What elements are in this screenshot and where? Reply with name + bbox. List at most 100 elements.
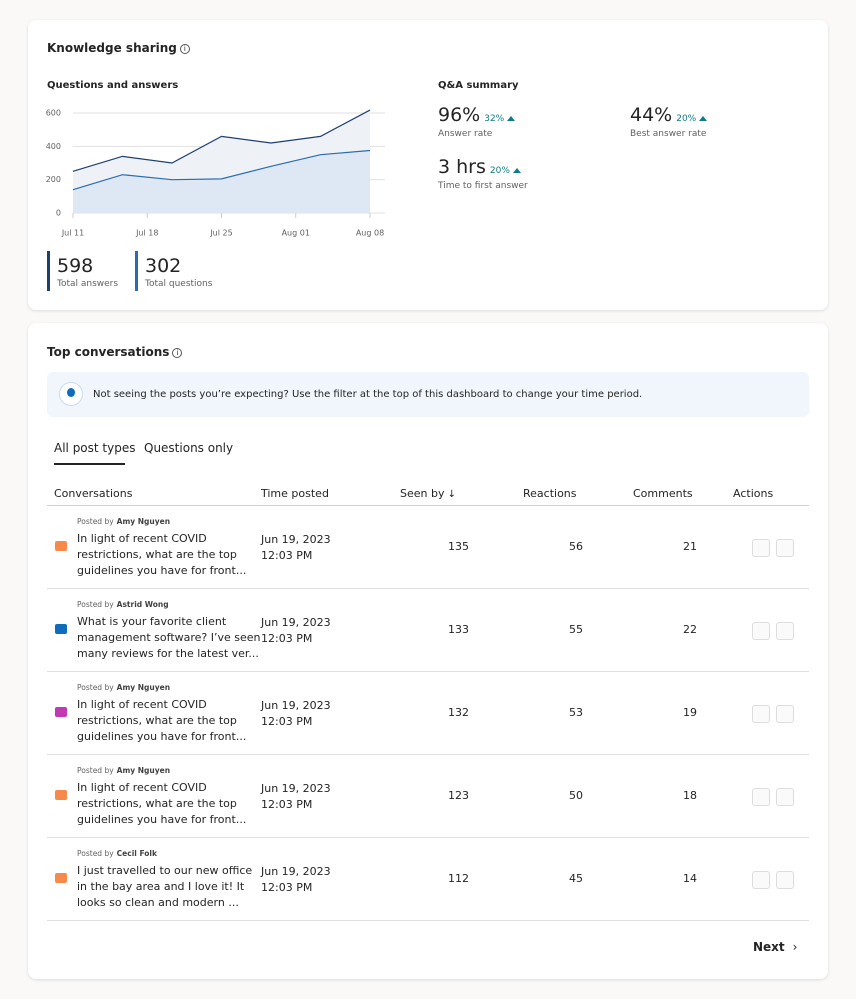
column-header[interactable]: Time posted: [261, 487, 329, 500]
action-button[interactable]: [776, 705, 794, 723]
date: Jun 19, 2023: [261, 699, 331, 712]
posted-by: Posted by Cecil Folk: [77, 849, 157, 858]
author: Amy Nguyen: [116, 766, 171, 775]
comments: 22: [683, 623, 697, 636]
reactions: 45: [569, 872, 583, 885]
action-button[interactable]: [776, 622, 794, 640]
posted-by-label: Posted by: [77, 600, 114, 609]
time: 12:03 PM: [261, 881, 313, 894]
seen: 112: [448, 872, 469, 885]
info-icon[interactable]: i: [179, 44, 190, 54]
post-type-icon: [55, 541, 67, 551]
post-text: restrictions, what are the top: [77, 797, 237, 810]
posted-by-label: Posted by: [77, 683, 114, 692]
info-icon[interactable]: i: [172, 348, 183, 358]
divider: [47, 588, 809, 589]
x-tick-label: Jul 25: [209, 229, 232, 238]
action-button[interactable]: [752, 705, 770, 723]
column-header[interactable]: Reactions: [523, 487, 577, 500]
post-text: looks so clean and modern ...: [77, 896, 239, 909]
date: Jun 19, 2023: [261, 533, 331, 546]
metric-row: 3 hrs 20%: [438, 156, 521, 178]
reactions: 50: [569, 789, 583, 802]
posted-by: Posted by Amy Nguyen: [77, 683, 170, 692]
comments: 18: [683, 789, 697, 802]
next-button[interactable]: Next ›: [753, 940, 798, 954]
metric-value: 3 hrs: [438, 156, 486, 178]
post-type-icon: [55, 624, 67, 634]
post-text: In light of recent COVID: [77, 781, 207, 794]
divider: [47, 837, 809, 838]
post-text: in the bay area and I love it! It: [77, 880, 245, 893]
metric-value: 44%: [630, 104, 673, 126]
action-button[interactable]: [776, 539, 794, 557]
x-tick-label: Jul 11: [61, 229, 84, 238]
metric-change: 20%: [676, 114, 697, 124]
divider: [47, 754, 809, 755]
metric-change: 20%: [489, 166, 510, 176]
action-button[interactable]: [776, 788, 794, 806]
notice-text: Not seeing the posts you’re expecting? U…: [93, 389, 643, 400]
action-button[interactable]: [752, 788, 770, 806]
x-tick-label: Aug 08: [356, 229, 384, 238]
posted-by-label: Posted by: [77, 766, 114, 775]
reactions: 53: [569, 706, 583, 719]
bulb-icon: [59, 382, 83, 406]
column-header[interactable]: Actions: [733, 487, 774, 500]
metric-label: Time to first answer: [438, 181, 528, 191]
next-text: Next: [753, 940, 785, 954]
time: 12:03 PM: [261, 715, 313, 728]
chart-title: Questions and answers: [47, 80, 179, 91]
action-button[interactable]: [752, 539, 770, 557]
posted-by-label: Posted by: [77, 849, 114, 858]
post-type-icon: [55, 873, 67, 883]
comments: 19: [683, 706, 697, 719]
section-title: Knowledge sharing i: [47, 41, 190, 55]
post-text: guidelines you have for front...: [77, 730, 247, 743]
summary-title: Q&A summary: [438, 80, 519, 91]
seen: 135: [448, 540, 469, 553]
reactions: 55: [569, 623, 583, 636]
total-value: 302: [145, 255, 182, 277]
action-button[interactable]: [752, 871, 770, 889]
title-text: Top conversations: [47, 345, 170, 359]
notice-box: Not seeing the posts you’re expecting? U…: [47, 372, 809, 417]
date: Jun 19, 2023: [261, 616, 331, 629]
comments: 14: [683, 872, 697, 885]
post-text: In light of recent COVID: [77, 698, 207, 711]
column-header[interactable]: Conversations: [54, 487, 133, 500]
tab[interactable]: Questions only: [144, 441, 234, 455]
column-header[interactable]: Seen by ↓: [400, 487, 457, 500]
title-text: Knowledge sharing: [47, 41, 177, 55]
author: Amy Nguyen: [116, 517, 171, 526]
post-text: What is your favorite client: [77, 615, 227, 628]
x-tick-label: Aug 01: [282, 229, 310, 238]
post-text: restrictions, what are the top: [77, 714, 237, 727]
legend-label: Total questions: [145, 279, 213, 289]
posted-by-label: Posted by: [77, 517, 114, 526]
chart: 0 200 400 600 Jul 11 Jul 18 Jul 25 Aug 01 Aug 08: [46, 109, 385, 238]
x-tick-label: Jul 18: [135, 229, 158, 238]
post-type-icon: [55, 790, 67, 800]
line: [72, 109, 371, 172]
author: Cecil Folk: [116, 849, 157, 858]
tab[interactable]: All post types: [54, 441, 136, 455]
column-header[interactable]: Comments: [633, 487, 693, 500]
metric-row: 44% 20%: [630, 104, 708, 126]
action-button[interactable]: [776, 871, 794, 889]
metric-label: Best answer rate: [630, 129, 707, 139]
post-text: management software? I’ve seen: [77, 631, 261, 644]
up-arrow: [699, 116, 708, 121]
post-text: In light of recent COVID: [77, 532, 207, 545]
divider: [47, 920, 809, 921]
post-type-icon: [55, 707, 67, 717]
section-title: Top conversations i: [47, 345, 183, 359]
posted-by: Posted by Amy Nguyen: [77, 766, 170, 775]
post-text: guidelines you have for front...: [77, 813, 247, 826]
legend-bar: [47, 251, 50, 291]
y-tick-label: 0: [56, 209, 61, 218]
action-button[interactable]: [752, 622, 770, 640]
reactions: 56: [569, 540, 583, 553]
time: 12:03 PM: [261, 632, 313, 645]
legend-bar: [135, 251, 138, 291]
